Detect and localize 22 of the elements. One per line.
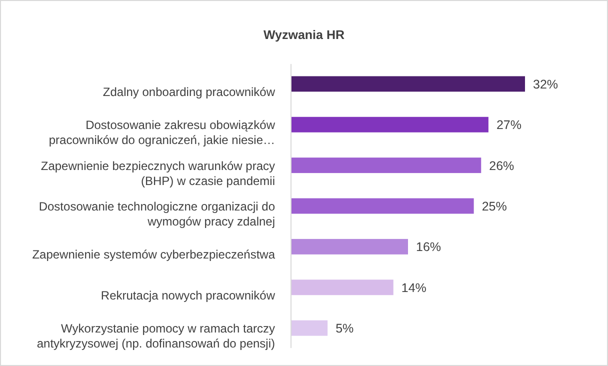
y-tick-label: Wykorzystanie pomocy w ramach tarczy antykryzysowej (np. dofinansowań do pensji) <box>36 322 276 351</box>
bar <box>291 320 328 336</box>
y-tick-label: Zdalny onboarding pracowników <box>102 84 276 99</box>
bar <box>291 280 394 296</box>
bar <box>291 116 488 132</box>
data-label: 5% <box>336 322 354 336</box>
bar <box>291 76 525 92</box>
data-label: 26% <box>489 158 514 173</box>
y-tick-label: Zapewnienie bezpiecznych warunków pracy (BHP) w czasie pandemii <box>40 158 275 188</box>
y-tick-label: Zapewnienie systemów cyberbezpieczeństwa <box>32 248 276 262</box>
bar <box>291 158 482 174</box>
bar <box>291 198 474 214</box>
y-tick-label: Dostosowanie technologiczne organizacji do wymogów pracy zdalnej <box>38 200 276 228</box>
data-label: 32% <box>533 77 558 92</box>
data-label: 25% <box>482 200 507 214</box>
data-label: 27% <box>496 118 522 132</box>
data-label: 14% <box>401 280 426 295</box>
chart-title: Wyzwania HR <box>263 28 345 42</box>
y-tick-label: Rekrutacja nowych pracowników <box>100 288 276 302</box>
bar <box>291 238 408 254</box>
data-label: 16% <box>416 240 442 254</box>
y-tick-label: Dostosowanie zakresu obowiązków pracowników do ograniczeń, jakie niesie… <box>48 118 276 148</box>
